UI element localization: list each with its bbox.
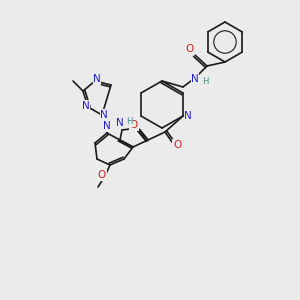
Text: N: N xyxy=(100,110,108,120)
Text: O: O xyxy=(186,44,194,54)
Text: N: N xyxy=(184,111,192,121)
Text: O: O xyxy=(173,140,181,150)
Text: N: N xyxy=(103,121,111,131)
Text: O: O xyxy=(130,120,138,130)
Text: N: N xyxy=(93,74,101,84)
Text: N: N xyxy=(191,74,199,84)
Text: H: H xyxy=(202,76,208,85)
Text: N: N xyxy=(116,118,124,128)
Text: N: N xyxy=(82,101,90,111)
Text: H: H xyxy=(126,118,132,127)
Text: O: O xyxy=(98,170,106,180)
